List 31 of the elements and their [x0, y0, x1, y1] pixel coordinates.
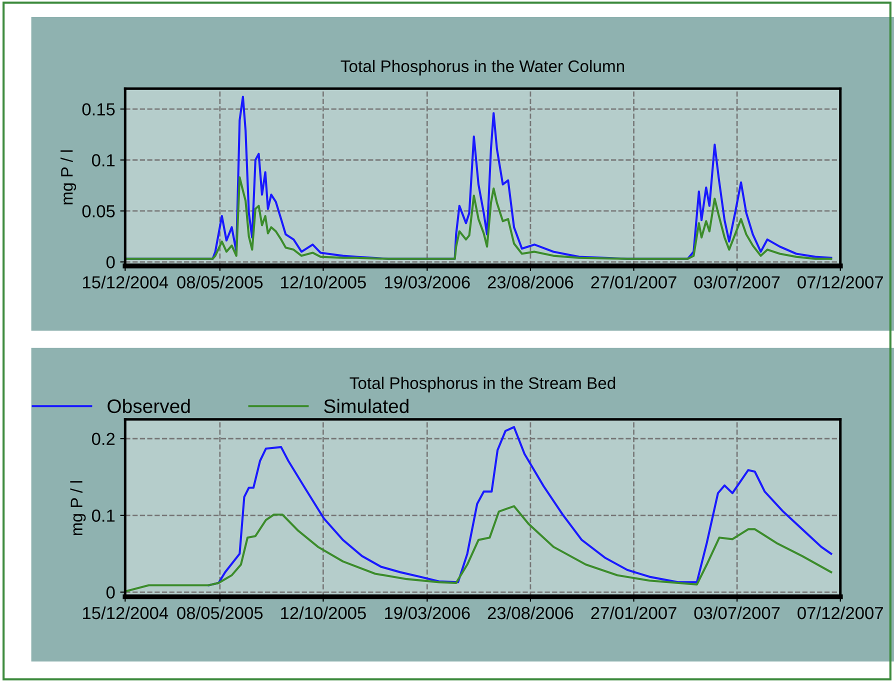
- x-tick-label: 12/10/2005: [281, 276, 366, 288]
- x-tick-label: 23/08/2006: [488, 276, 574, 288]
- x-tick-label: 12/10/2005: [281, 606, 366, 620]
- x-tick-label: 23/08/2006: [488, 606, 574, 620]
- x-tick-label: 15/12/2004: [83, 276, 168, 288]
- legend-label: Simulated: [324, 398, 408, 414]
- x-tick-label: 19/03/2006: [385, 276, 470, 288]
- x-tick-label: 03/07/2007: [694, 276, 780, 288]
- x-tick-label: 07/12/2007: [798, 276, 883, 288]
- y-tick-label: 0.2: [92, 432, 115, 446]
- legend-label: Observed: [108, 398, 190, 414]
- line-series: [125, 176, 832, 260]
- x-tick-label: 15/12/2004: [83, 606, 168, 620]
- x-tick-label: 19/03/2006: [385, 606, 470, 620]
- line-series: [125, 505, 832, 592]
- y-axis-title: mg P / l: [70, 481, 86, 536]
- y-tick-label: 0: [106, 256, 115, 268]
- y-tick-label: 0.05: [82, 205, 115, 218]
- y-tick-label: 0.1: [92, 510, 115, 522]
- x-tick-label: 08/05/2005: [177, 276, 263, 288]
- chart-title: Total Phosphorus in the Stream Bed: [350, 376, 616, 392]
- x-tick-label: 08/05/2005: [177, 606, 263, 620]
- x-tick-label: 27/01/2007: [591, 276, 676, 288]
- x-tick-label: 07/12/2007: [798, 606, 883, 620]
- y-tick-label: 0: [106, 586, 115, 599]
- y-tick-label: 0.1: [92, 154, 115, 166]
- x-tick-label: 27/01/2007: [591, 606, 676, 620]
- chart-title: Total Phosphorus in the Water Column: [340, 60, 624, 76]
- x-tick-label: 03/07/2007: [694, 606, 780, 620]
- y-tick-label: 0.15: [82, 103, 115, 116]
- y-axis-title: mg P / l: [60, 150, 76, 204]
